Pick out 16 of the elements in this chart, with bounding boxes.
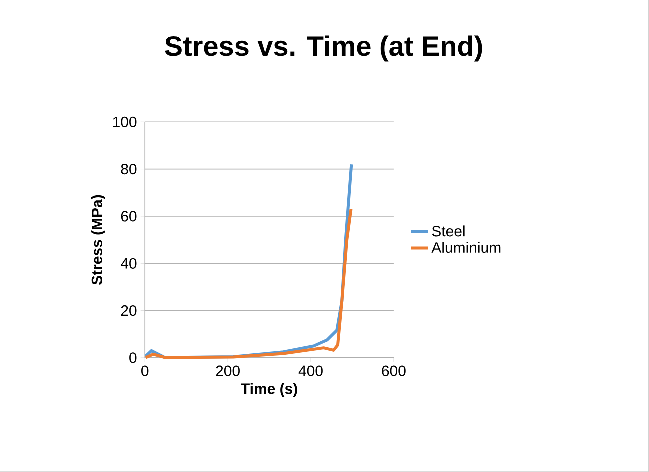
y-tick-label: 100 [113, 116, 137, 128]
y-tick-label: 60 [121, 211, 137, 222]
legend-label: Steel [432, 226, 465, 237]
y-tick-label: 80 [121, 164, 137, 175]
chart-title: Stress vs. Time (at End) [165, 36, 482, 62]
y-tick-label: 20 [121, 305, 137, 316]
y-tick-label: 40 [120, 258, 137, 269]
x-tick-label: 200 [216, 366, 240, 376]
line-series [144, 208, 353, 360]
legend-label: Aluminium [432, 242, 501, 254]
y-axis-title: Stress (MPa) [91, 195, 106, 285]
x-tick-label: 0 [142, 366, 149, 376]
y-tick-label: 0 [130, 352, 137, 364]
x-tick-label: 600 [382, 366, 406, 376]
x-axis-title: Time (s) [241, 383, 298, 398]
x-tick-label: 400 [298, 366, 323, 376]
